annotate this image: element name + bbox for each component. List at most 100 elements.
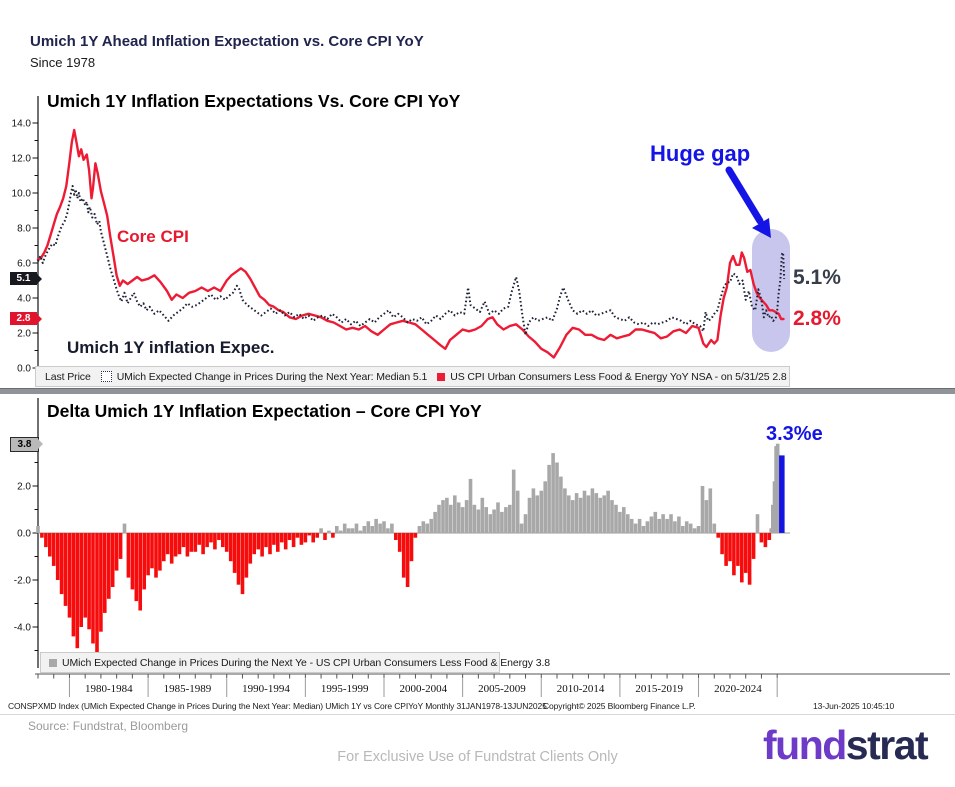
delta-bar [44, 533, 48, 548]
bottom-y-tick-label: -4.0 [14, 623, 32, 634]
delta-bar [657, 518, 661, 533]
delta-bar [779, 455, 785, 533]
delta-bar [394, 533, 398, 540]
delta-bar [386, 528, 390, 533]
delta-bar [582, 490, 587, 533]
delta-bar [476, 509, 481, 533]
delta-bar [496, 502, 500, 533]
delta-bar [441, 500, 445, 533]
delta-bar [315, 533, 319, 538]
delta-bar [622, 507, 626, 533]
delta-bar [382, 521, 386, 534]
delta-bar [610, 500, 614, 533]
delta-bar [504, 507, 508, 533]
delta-bar [75, 533, 80, 649]
delta-bar [390, 523, 394, 533]
delta-bar [59, 533, 64, 595]
delta-bar [692, 528, 697, 533]
delta-bar [629, 518, 634, 533]
delta-bar [366, 521, 371, 534]
delta-bar [653, 511, 658, 534]
page-title: Umich 1Y Ahead Inflation Expectation vs.… [30, 33, 424, 50]
delta-bar [342, 523, 347, 533]
delta-bar [637, 518, 642, 533]
delta-bar [146, 533, 150, 576]
delta-bar [551, 453, 555, 533]
bottom-y-tick-label: -2.0 [14, 576, 32, 587]
delta-bar [712, 523, 717, 533]
delta-bar [531, 488, 536, 533]
bottom-y-tick-label: 2.0 [17, 482, 31, 493]
panel-divider [0, 388, 955, 394]
delta-bar [91, 533, 95, 644]
disclaimer-text: For Exclusive Use of Fundstrat Clients O… [337, 749, 618, 765]
delta-bar [736, 533, 740, 566]
delta-bar [110, 533, 115, 587]
delta-bar [378, 523, 382, 533]
delta-bar [244, 533, 249, 578]
delta-bar [445, 497, 449, 534]
delta-bar [480, 497, 485, 534]
delta-bar [142, 533, 146, 590]
delta-estimate-label: 3.3%e [766, 423, 823, 445]
top-chart-title: Umich 1Y Inflation Expectations Vs. Core… [47, 91, 461, 111]
delta-bar [409, 533, 414, 562]
bottom-legend: UMich Expected Change in Prices During t… [40, 652, 550, 673]
delta-bar [162, 533, 166, 562]
delta-bar [586, 495, 591, 533]
delta-bar [205, 533, 209, 548]
legend-umich-label: UMich Expected Change in Prices During t… [116, 370, 428, 383]
delta-bar [79, 533, 83, 627]
legend-last-price-label: Last Price [45, 370, 91, 383]
delta-bar [197, 533, 201, 545]
umich-expectations-line [37, 185, 786, 336]
delta-bar [724, 533, 728, 566]
delta-bar [122, 523, 127, 533]
delta-bar [346, 528, 351, 533]
delta-bar [594, 493, 599, 533]
delta-bar [759, 533, 764, 543]
delta-bar [405, 533, 410, 587]
delta-bar [708, 488, 713, 533]
delta-bar [515, 490, 520, 533]
delta-bar [453, 495, 457, 533]
delta-bar [684, 521, 689, 534]
delta-bar [523, 514, 528, 533]
delta-bar [539, 490, 544, 533]
delta-bar [374, 518, 378, 533]
delta-bar [134, 533, 139, 602]
delta-bar [323, 533, 327, 540]
footer-divider [0, 714, 955, 715]
delta-bar [590, 488, 595, 533]
top-y-tick-label: 2.0 [17, 329, 31, 340]
x-axis-label: 1990-1994 [242, 683, 290, 695]
delta-bar [173, 533, 178, 557]
delta-bar [665, 518, 669, 533]
delta-bar [511, 469, 516, 534]
delta-bar [633, 523, 638, 533]
delta-bar [67, 533, 72, 618]
delta-bar [63, 533, 68, 606]
delta-bar [213, 533, 217, 550]
delta-bar [299, 533, 304, 545]
delta-bar [563, 488, 567, 533]
delta-bar [268, 533, 272, 555]
x-axis-label: 1995-1999 [321, 683, 369, 695]
delta-bar [165, 533, 170, 555]
delta-bar [201, 533, 205, 555]
delta-bar [649, 516, 654, 533]
delta-bar [126, 533, 131, 578]
core-cpi-line [36, 128, 785, 359]
delta-bar [193, 533, 198, 552]
delta-bar [248, 533, 253, 564]
copyright-text: Copyright© 2025 Bloomberg Finance L.P. [543, 701, 696, 711]
delta-bar [484, 507, 488, 533]
delta-bar [740, 533, 744, 583]
delta-bar [472, 504, 477, 533]
legend-delta-label: UMich Expected Change in Prices During t… [62, 656, 551, 669]
top-y-tick-label: 12.0 [12, 154, 32, 165]
arrow-shaft [725, 166, 764, 225]
delta-bar [327, 530, 331, 533]
delta-bar [527, 497, 532, 534]
